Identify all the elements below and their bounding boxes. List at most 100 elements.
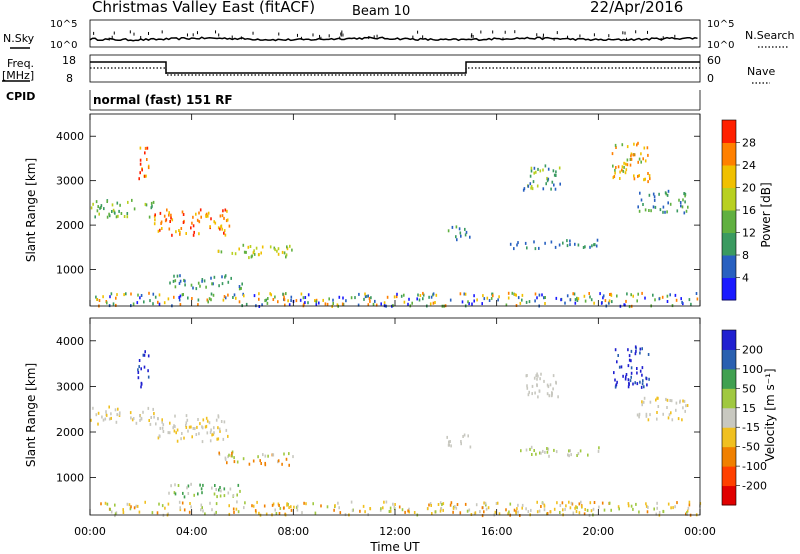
power-data-cell (418, 298, 421, 302)
velocity-data-cell (439, 509, 442, 513)
power-data-cell (238, 287, 241, 291)
power-data-cell (536, 184, 539, 188)
velocity-data-cell (382, 506, 384, 510)
velocity-data-cell (481, 514, 484, 518)
power-data-cell (261, 245, 264, 249)
power-data-cell (666, 210, 668, 214)
nsearch-point (593, 33, 595, 37)
power-data-cell (604, 299, 607, 303)
power-data-cell (223, 229, 226, 233)
velocity-data-cell (162, 423, 165, 427)
power-data-cell (614, 171, 616, 175)
velocity-data-cell (617, 505, 620, 509)
power-data-cell (507, 296, 510, 300)
power-data-cell (611, 300, 613, 304)
power-data-cell (533, 166, 536, 170)
power-data-cell (115, 215, 118, 219)
power-data-cell (523, 187, 526, 191)
velocity-data-cell (516, 507, 518, 511)
power-data-cell (231, 251, 234, 255)
nsearch-point (278, 32, 280, 36)
velocity-data-cell (174, 425, 176, 429)
nsearch-point (376, 34, 378, 38)
velocity-data-cell (285, 457, 288, 461)
velocity-data-cell (657, 405, 660, 408)
power-data-cell (221, 214, 224, 218)
velocity-data-cell (469, 445, 472, 449)
power-data-cell (205, 285, 207, 289)
power-data-cell (144, 151, 146, 155)
power-data-cell (274, 295, 276, 299)
power-data-cell (106, 215, 109, 219)
velocity-data-cell (334, 504, 336, 508)
noise-tick-low-left: 10^0 (50, 40, 77, 51)
power-data-cells (90, 141, 699, 309)
power-data-cell (400, 294, 403, 298)
velocity-data-cell (252, 459, 255, 463)
velocity-data-cell (293, 505, 295, 509)
power-data-cell (207, 211, 210, 215)
velocity-data-cell (653, 507, 655, 511)
velocity-data-cell (137, 368, 139, 372)
velocity-data-cell (569, 449, 571, 453)
velocity-data-cell (257, 455, 259, 459)
velocity-data-cell (483, 510, 485, 514)
power-data-cell (295, 299, 298, 303)
velocity-data-cell (537, 374, 539, 378)
velocity-data-cell (542, 501, 544, 505)
velocity-data-cell (202, 509, 204, 513)
power-data-cell (269, 292, 271, 296)
power-data-cell (182, 293, 184, 296)
velocity-data-cell (118, 412, 121, 416)
power-data-cell (465, 230, 468, 234)
velocity-data-cell (168, 491, 170, 495)
power-colorbar: 4 8 12 16 20 24 28 (721, 119, 756, 301)
velocity-data-cell (114, 408, 117, 412)
power-data-cell (184, 279, 186, 283)
velocity-data-cell (164, 506, 166, 510)
velocity-data-cell (592, 507, 595, 511)
noise-tick-high-left: 10^5 (50, 19, 77, 30)
power-data-cell (463, 292, 466, 296)
power-data-cell (92, 202, 94, 206)
power-data-cell (647, 172, 649, 175)
velocity-data-cell (670, 399, 673, 403)
velocity-data-cell (176, 439, 179, 443)
power-data-cell (303, 302, 305, 306)
power-data-cell (245, 302, 248, 306)
velocity-data-cell (185, 423, 187, 427)
velocity-data-cell (219, 429, 221, 433)
power-data-cell (123, 215, 126, 218)
power-colorbar-swatch (722, 277, 736, 301)
velocity-data-cell (275, 512, 278, 515)
power-data-cell (628, 305, 631, 309)
power-data-cell (179, 294, 182, 298)
velocity-data-cell (215, 488, 217, 491)
velocity-data-cell (519, 514, 521, 517)
velocity-data-cell (279, 506, 282, 510)
power-data-cell (281, 250, 284, 254)
power-data-cell (171, 233, 173, 237)
velocity-data-cell (110, 416, 112, 420)
power-data-cell (157, 300, 159, 304)
velocity-data-cell (662, 509, 664, 513)
velocity-data-cell (475, 503, 478, 507)
velocity-data-cell (670, 506, 672, 510)
velocity-data-cell (546, 450, 549, 454)
power-data-cell (199, 284, 201, 288)
power-data-cell (272, 298, 275, 301)
power-data-cell (368, 297, 371, 300)
velocity-data-cell (296, 504, 299, 508)
velocity-data-cell (455, 506, 458, 510)
velocity-data-cell (546, 392, 549, 396)
velocity-data-cell (199, 422, 201, 426)
power-data-cell (615, 146, 617, 149)
power-data-cell (225, 219, 228, 223)
velocity-data-cell (452, 506, 455, 510)
power-data-cell (582, 246, 585, 249)
power-data-cell (283, 296, 285, 300)
power-data-cell (637, 160, 639, 164)
power-data-cell (243, 294, 245, 298)
power-data-cell (550, 240, 553, 244)
velocity-data-cell (589, 501, 592, 505)
